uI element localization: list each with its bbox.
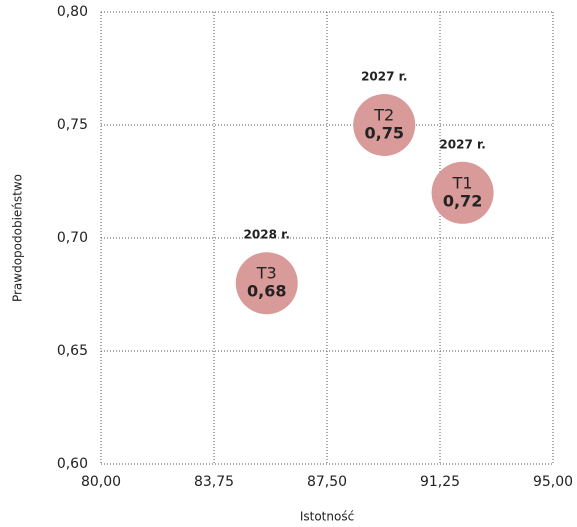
- bubble: [235, 252, 298, 315]
- point-label: T1: [452, 173, 473, 192]
- point-label: T3: [256, 264, 277, 283]
- y-tick-label: 0,75: [57, 117, 88, 133]
- annotation: 2027 r.: [361, 70, 407, 84]
- value-label: 0,72: [443, 191, 482, 210]
- value-label: 0,75: [365, 124, 404, 143]
- x-tick-label: 80,00: [81, 474, 121, 490]
- y-axis-label: Prawdopodobieństwo: [11, 174, 25, 302]
- x-tick-label: 87,50: [307, 474, 347, 490]
- x-tick-label: 91,25: [420, 474, 460, 490]
- bubble: [353, 94, 416, 156]
- x-axis-label: Istotność: [300, 510, 354, 524]
- annotation: 2027 r.: [439, 137, 485, 151]
- y-tick-label: 0,65: [57, 343, 88, 359]
- y-tick-label: 0,60: [57, 456, 88, 472]
- y-tick-label: 0,80: [57, 4, 88, 20]
- bubble: [431, 161, 494, 224]
- y-tick-label: 0,70: [57, 230, 88, 246]
- point-label: T2: [373, 106, 394, 125]
- x-tick-label: 95,00: [533, 474, 573, 490]
- value-label: 0,68: [247, 282, 286, 301]
- x-tick-label: 83,75: [194, 474, 234, 490]
- annotation: 2028 r.: [244, 228, 290, 242]
